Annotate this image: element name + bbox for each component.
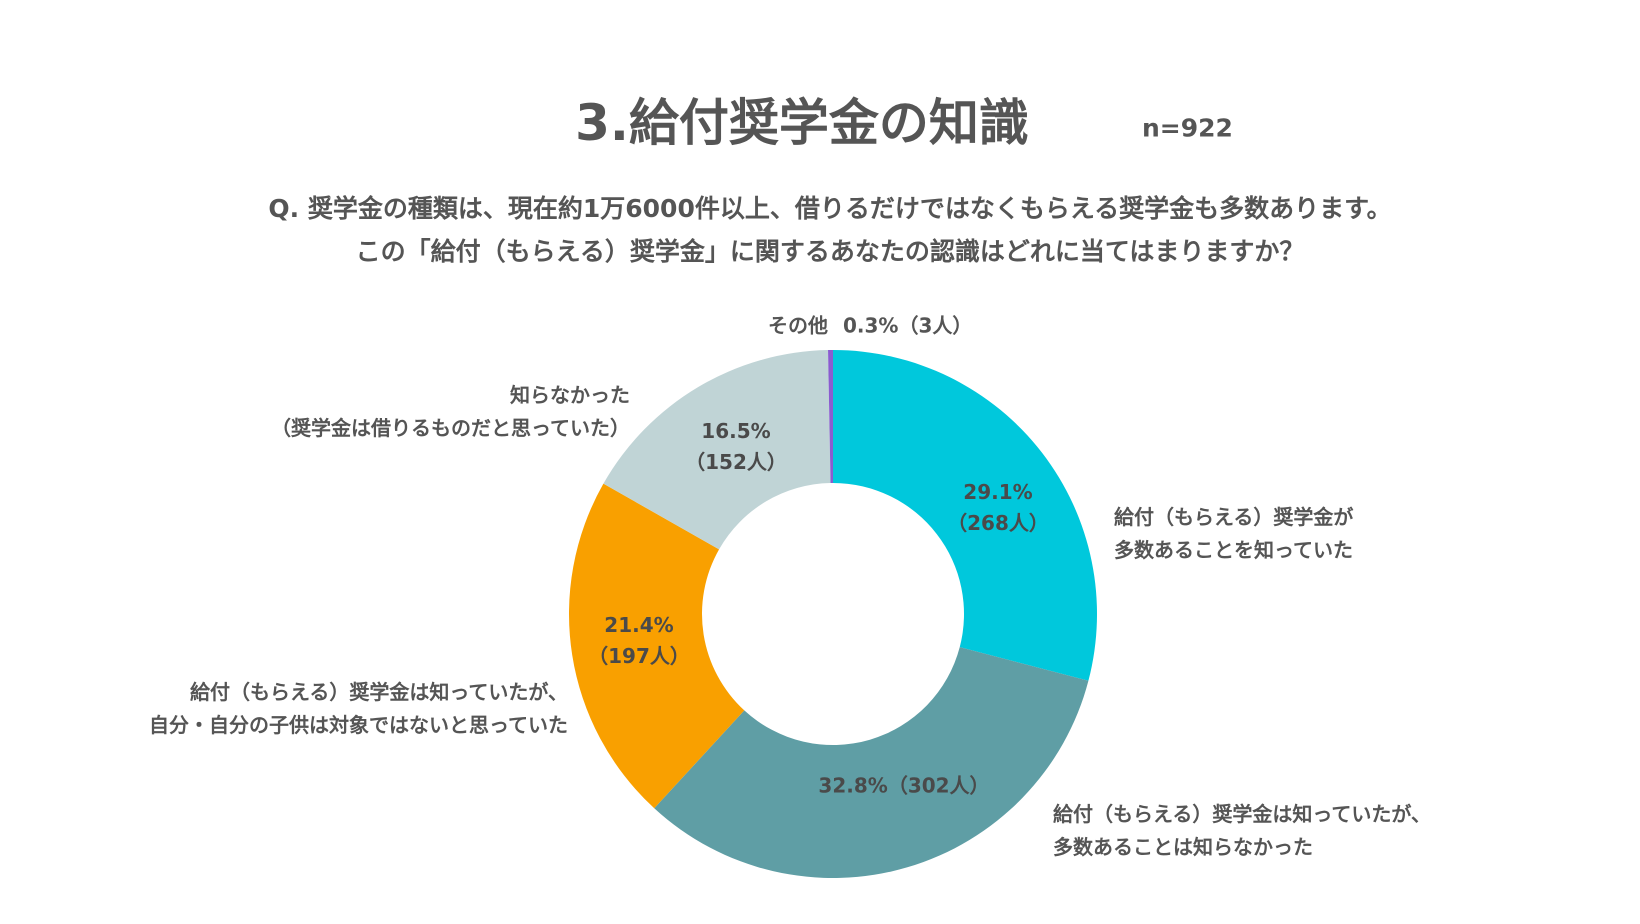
- value-label: 29.1% （268人）: [947, 480, 1049, 535]
- value-label: 0.3%（3人）: [843, 313, 973, 338]
- category-label: 知らなかった （奨学金は借りるものだと思っていた）: [271, 383, 630, 440]
- donut-slice: [654, 647, 1089, 878]
- category-label: 給付（もらえる）奨学金は知っていたが、 自分・自分の子供は対象ではないと思ってい…: [149, 680, 568, 737]
- category-label: 給付（もらえる）奨学金は知っていたが、 多数あることは知らなかった: [1053, 802, 1431, 859]
- question: Q. 奨学金の種類は、現在約1万6000件以上、借りるだけではなくもらえる奨学金…: [268, 194, 1392, 266]
- sample-size: n=922: [1142, 113, 1233, 143]
- value-label: 16.5% （152人）: [685, 419, 787, 474]
- donut-slice: [828, 350, 833, 484]
- donut-slice: [603, 350, 831, 550]
- value-label: 32.8%（302人）: [818, 773, 990, 798]
- category-label: その他: [768, 313, 828, 338]
- donut-slice: [833, 350, 1097, 681]
- title: 3.給付奨学金の知識: [575, 94, 1029, 152]
- donut-slice: [569, 483, 745, 809]
- value-label: 21.4% （197人）: [588, 613, 690, 668]
- category-label: 給付（もらえる）奨学金が 多数あることを知っていた: [1114, 505, 1354, 562]
